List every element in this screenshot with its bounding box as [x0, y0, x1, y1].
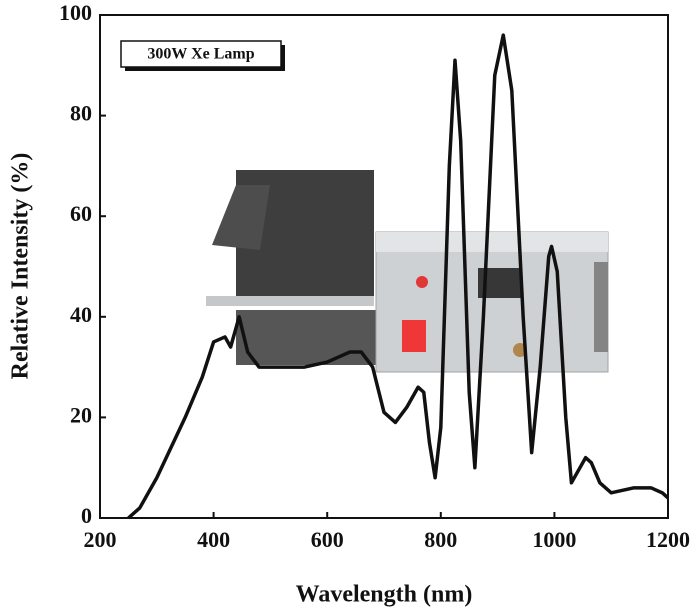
y-tick-label: 40 — [70, 302, 92, 327]
annotation: 300W Xe Lamp — [147, 46, 254, 63]
x-tick-label: 600 — [311, 527, 344, 552]
indicator-light — [416, 276, 428, 288]
lamp-front — [212, 185, 270, 250]
annotation-box — [120, 40, 282, 68]
plot-frame — [99, 14, 669, 519]
x-tick-label: 1200 — [646, 527, 690, 552]
x-tick-label: 800 — [424, 527, 457, 552]
y-tick-label: 0 — [81, 503, 92, 528]
x-tick-label: 1000 — [532, 527, 576, 552]
x-tick-label: 400 — [197, 527, 230, 552]
power-supply-top — [376, 232, 608, 252]
x-axis-label: Wavelength (nm) — [296, 582, 473, 608]
x-tick-label: 200 — [84, 527, 117, 552]
lamp-base — [236, 310, 376, 365]
switch — [402, 320, 426, 352]
y-tick-label: 20 — [70, 402, 92, 427]
y-tick-label: 100 — [59, 0, 92, 25]
vent — [594, 262, 608, 352]
lamp-plate — [206, 296, 374, 306]
y-tick-label: 60 — [70, 201, 92, 226]
y-tick-label: 80 — [70, 101, 92, 126]
spectrum-line — [127, 33, 670, 520]
y-axis-label: Relative Intensity (%) — [8, 153, 34, 380]
